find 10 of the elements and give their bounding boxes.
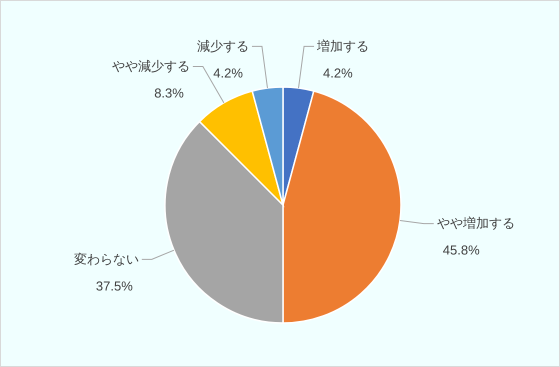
data-label: 8.3%	[154, 86, 184, 101]
slice-label: 増加する	[316, 38, 370, 54]
slice-label: 減少する	[196, 38, 249, 54]
data-label: 45.8%	[442, 242, 480, 258]
data-label: 37.5%	[96, 278, 134, 294]
data-label: 4.2%	[323, 65, 354, 80]
data-label: 4.2%	[213, 65, 244, 80]
slice-label: やや増加する	[436, 216, 515, 231]
slice-label: 変わらない	[74, 251, 139, 266]
slice-label: やや減少する	[112, 58, 190, 74]
